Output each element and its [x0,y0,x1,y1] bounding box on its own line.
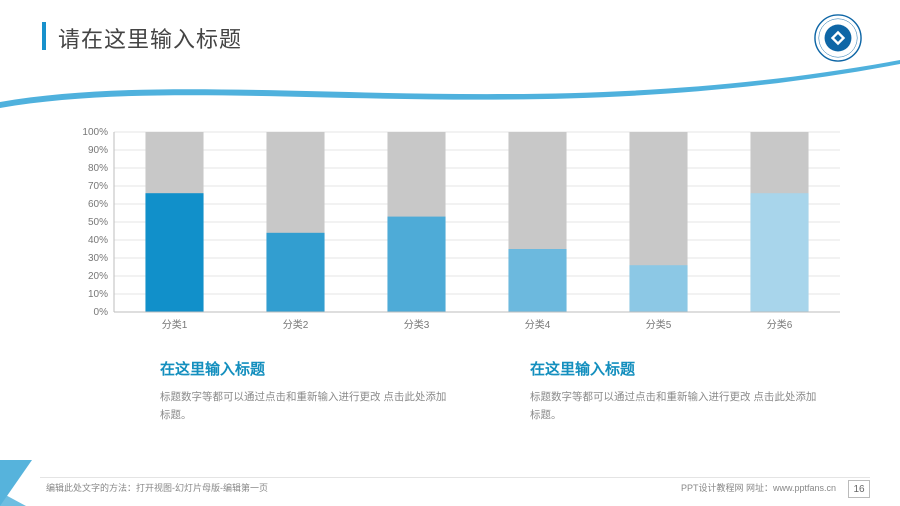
svg-text:100%: 100% [82,128,108,138]
text-blocks: 在这里输入标题 标题数字等都可以通过点击和重新输入进行更改 点击此处添加标题。 … [160,358,820,425]
svg-text:70%: 70% [88,181,108,192]
footer-left-text: 编辑此处文字的方法：打开视图-幻灯片母版-编辑第一页 [46,481,268,494]
svg-text:60%: 60% [88,199,108,210]
svg-text:0%: 0% [94,307,109,318]
page-number: 16 [848,480,870,498]
block-heading: 在这里输入标题 [160,358,450,379]
title-accent-bar [42,22,46,50]
svg-text:40%: 40% [88,235,108,246]
svg-text:80%: 80% [88,163,108,174]
svg-text:分类2: 分类2 [283,318,309,331]
svg-text:50%: 50% [88,217,108,228]
svg-text:分类3: 分类3 [404,318,430,331]
org-logo [814,14,862,62]
svg-text:分类4: 分类4 [525,318,551,331]
svg-text:10%: 10% [88,289,108,300]
svg-text:20%: 20% [88,271,108,282]
text-block-2: 在这里输入标题 标题数字等都可以通过点击和重新输入进行更改 点击此处添加标题。 [530,358,820,425]
text-block-1: 在这里输入标题 标题数字等都可以通过点击和重新输入进行更改 点击此处添加标题。 [160,358,450,425]
svg-text:分类1: 分类1 [162,318,188,331]
block-body: 标题数字等都可以通过点击和重新输入进行更改 点击此处添加标题。 [160,389,450,425]
svg-text:分类6: 分类6 [767,318,793,331]
svg-text:90%: 90% [88,145,108,156]
svg-text:30%: 30% [88,253,108,264]
svg-text:分类5: 分类5 [646,318,672,331]
footer-right-text: PPT设计教程网 网址：www.pptfans.cn [681,481,836,494]
bar-chart: 0% 10% 20% 30% 40% 50% 60% 70% 80% 90% 100% 分类1 分类2 分… [70,128,840,336]
page-title: 请在这里输入标题 [58,22,242,54]
header-swoosh [0,54,900,134]
block-heading: 在这里输入标题 [530,358,820,379]
footer-rule [40,477,870,478]
block-body: 标题数字等都可以通过点击和重新输入进行更改 点击此处添加标题。 [530,389,820,425]
